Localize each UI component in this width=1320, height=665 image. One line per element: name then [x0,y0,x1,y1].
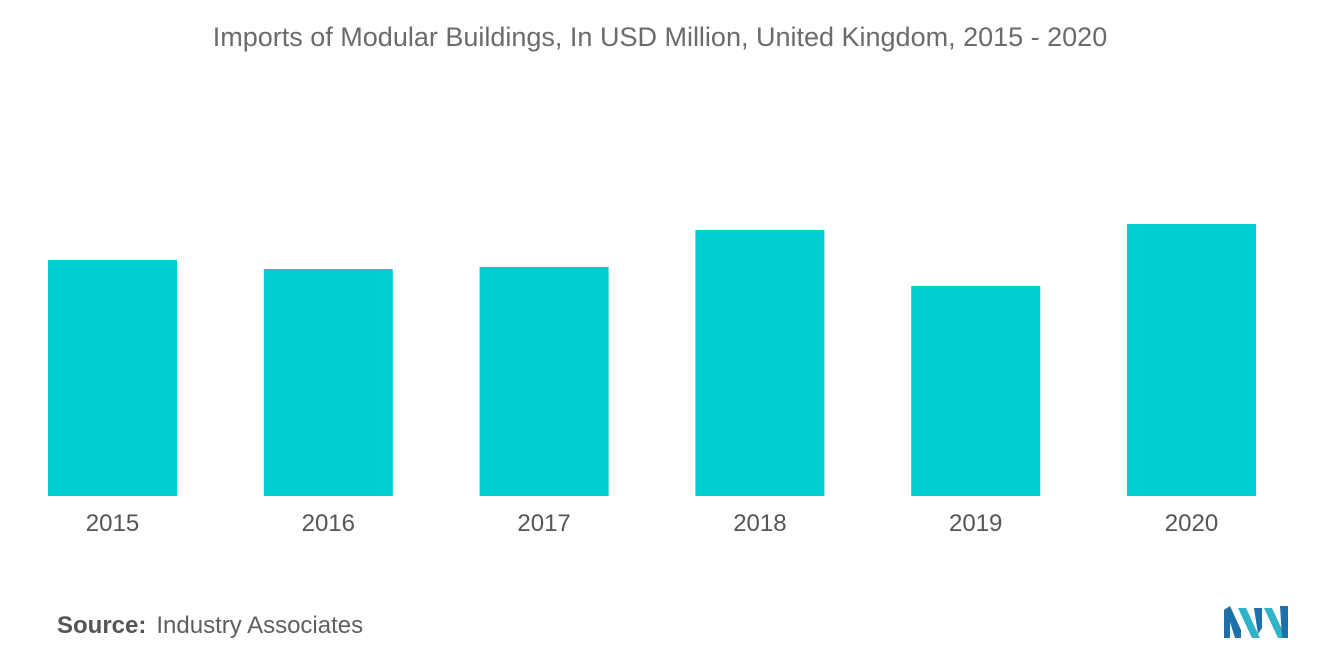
x-tick-label-2018: 2018 [733,510,786,537]
bar-2020 [1127,224,1256,496]
bar-2019 [911,286,1041,496]
bar-2016 [263,269,393,496]
source-note: Source: Industry Associates [57,612,363,640]
bar-2018 [695,230,825,496]
source-text: Industry Associates [156,612,364,639]
x-tick-label-2020: 2020 [1165,510,1218,537]
x-tick-label-2016: 2016 [302,510,355,537]
source-label: Source: [57,612,147,639]
x-tick-label-2019: 2019 [949,510,1002,537]
x-tick-label-2017: 2017 [517,510,570,537]
mordor-intelligence-logo-icon [1224,606,1288,638]
bar-2015 [48,260,177,496]
chart-title: Imports of Modular Buildings, In USD Mil… [212,22,1108,52]
x-tick-labels: 2015 2016 2017 2018 2019 2020 [86,510,1218,537]
x-tick-label-2015: 2015 [86,510,139,537]
bar-2017 [479,267,609,496]
bars-group [48,224,1256,496]
